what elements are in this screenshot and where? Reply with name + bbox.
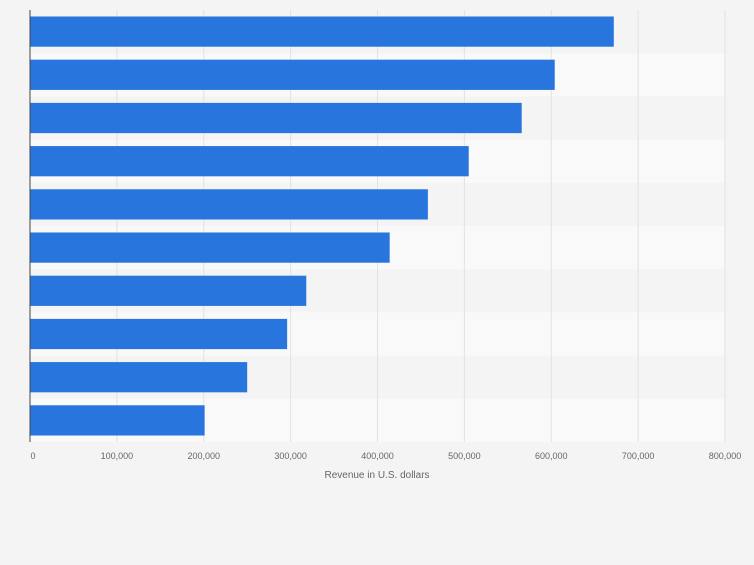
x-tick-label: 400,000 [361, 451, 394, 461]
x-tick-label: 800,000 [709, 451, 742, 461]
x-tick-label: 100,000 [101, 451, 134, 461]
x-axis-title: Revenue in U.S. dollars [324, 470, 429, 481]
bar[interactable] [30, 275, 307, 306]
bars [30, 16, 614, 436]
x-axis-tick-labels: 0 100,000 200,000 300,000 400,000 500,000 600,… [30, 451, 741, 461]
bar[interactable] [30, 16, 614, 47]
bar[interactable] [30, 362, 248, 393]
bar[interactable] [30, 146, 469, 177]
bar[interactable] [30, 232, 390, 263]
bar[interactable] [30, 189, 428, 220]
x-tick-label: 300,000 [274, 451, 307, 461]
x-tick-label: 700,000 [622, 451, 655, 461]
x-tick-label: 500,000 [448, 451, 481, 461]
bar[interactable] [30, 405, 205, 436]
bar[interactable] [30, 318, 288, 350]
bar[interactable] [30, 59, 555, 90]
x-tick-label: 600,000 [535, 451, 568, 461]
x-tick-label: 0 [30, 451, 35, 461]
x-tick-label: 200,000 [187, 451, 220, 461]
bar[interactable] [30, 102, 522, 134]
